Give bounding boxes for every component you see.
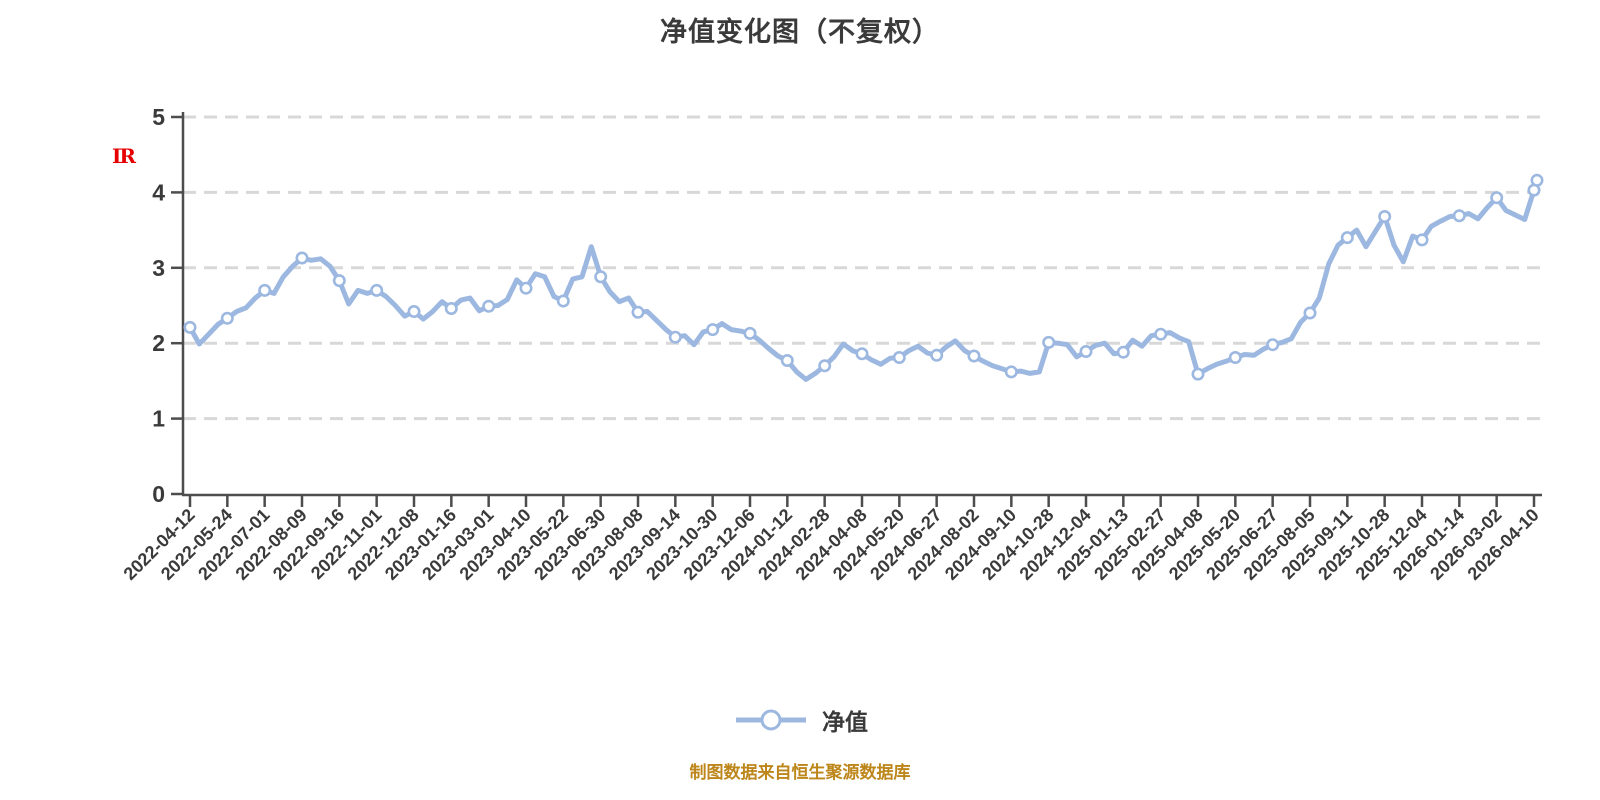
data-point-marker <box>1530 173 1544 187</box>
y-tick-label: 3 <box>152 255 165 281</box>
y-tick-label: 4 <box>152 179 165 205</box>
data-point-marker <box>743 326 757 340</box>
data-point-marker <box>1116 345 1130 359</box>
data-point-marker <box>1191 367 1205 381</box>
data-point-marker <box>668 330 682 344</box>
data-point-marker <box>1042 335 1056 349</box>
data-point-marker <box>855 347 869 361</box>
data-point-marker <box>482 299 496 313</box>
data-point-marker <box>1303 306 1317 320</box>
y-tick-label: 1 <box>152 406 165 432</box>
data-point-marker <box>1004 365 1018 379</box>
data-point-marker <box>818 359 832 373</box>
data-point-marker <box>1266 338 1280 352</box>
data-point-marker <box>1490 191 1504 205</box>
data-point-marker <box>892 350 906 364</box>
data-point-marker <box>1154 327 1168 341</box>
data-point-marker <box>967 349 981 363</box>
data-point-marker <box>444 301 458 315</box>
data-point-marker <box>780 353 794 367</box>
legend-marker-icon <box>736 709 806 731</box>
data-point-marker <box>1079 344 1093 358</box>
data-point-marker <box>258 283 272 297</box>
data-point-marker <box>1340 231 1354 245</box>
data-point-marker <box>594 270 608 284</box>
data-point-marker <box>706 323 720 337</box>
chart-title: 净值变化图（不复权） <box>660 17 940 47</box>
legend[interactable]: 净值 <box>0 703 1600 737</box>
data-point-marker <box>1452 209 1466 223</box>
y-tick-label: 2 <box>152 330 165 356</box>
data-point-marker <box>295 251 309 265</box>
data-point-marker <box>1228 350 1242 364</box>
data-point-marker <box>407 304 421 318</box>
y-axis-unit-label: IR <box>112 144 136 168</box>
data-point-marker <box>930 348 944 362</box>
legend-series-label: 净值 <box>822 709 868 735</box>
data-point-marker <box>519 281 533 295</box>
data-point-marker <box>332 274 346 288</box>
data-point-marker <box>1378 210 1392 224</box>
data-point-marker <box>220 311 234 325</box>
data-point-marker <box>183 320 197 334</box>
data-source-note: 制图数据来自恒生聚源数据库 <box>689 763 911 782</box>
data-point-marker <box>631 305 645 319</box>
y-tick-label: 0 <box>152 481 165 507</box>
data-point-marker <box>556 294 570 308</box>
y-tick-label: 5 <box>152 104 165 130</box>
data-point-marker <box>1415 233 1429 247</box>
data-point-marker <box>370 283 384 297</box>
